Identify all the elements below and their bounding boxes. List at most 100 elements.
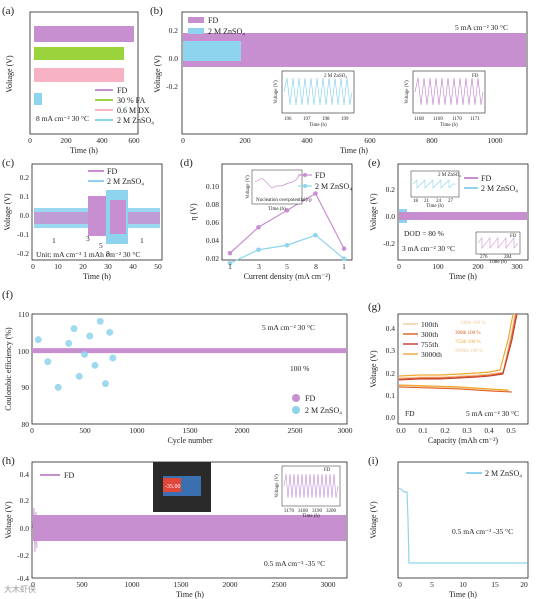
- condition-note: 5 mA cm⁻² 30 °C: [455, 23, 508, 32]
- panel-g: (g) 100th 300th 755th 3000th 100th 100 %…: [368, 301, 529, 445]
- legend-label: 2 M ZnSO₄: [107, 177, 144, 186]
- inset-note: Nucleation overpotential(η): [256, 198, 312, 203]
- condition-note: 5 mA cm⁻² 30 °C: [466, 409, 519, 418]
- x-tick-label: 10: [54, 262, 62, 271]
- data-point: [102, 380, 109, 388]
- zn-trace-band: [34, 93, 42, 105]
- panel-g-ce-labels: 100th 100 % 300th 100 % 755th 100 % 3000…: [455, 321, 486, 354]
- x-tick-label: 1500: [174, 580, 189, 589]
- x-tick-label: 0.1: [418, 426, 428, 435]
- y-tick-label: 0.1: [20, 192, 30, 201]
- x-tick-label: 0: [397, 262, 401, 271]
- panel-c-xticks: 0 10 20 30 40 50: [31, 262, 162, 271]
- panel-a-label: (a): [2, 5, 15, 17]
- y-tick-label: -0.2: [166, 82, 178, 91]
- x-tick-label: 2500: [288, 426, 303, 435]
- panel-g-legend: 100th 300th 755th 3000th: [403, 320, 442, 359]
- y-axis-label: Voltage (V): [369, 350, 378, 388]
- legend-label: 2 M ZnSO₄: [485, 469, 522, 478]
- x-tick-label: 1500: [183, 426, 198, 435]
- inset-x-tick: 199: [341, 117, 349, 122]
- x-axis-label: Time (h): [449, 272, 477, 281]
- panel-c-label: (c): [2, 157, 15, 169]
- data-point: [65, 339, 73, 347]
- inset-x-label: Time (h): [440, 123, 458, 128]
- data-point: [96, 317, 104, 325]
- y-tick-label: 0.0: [386, 413, 396, 422]
- panel-b-frame: [181, 11, 528, 135]
- inset-trace: [414, 77, 484, 106]
- legend-label: FD: [64, 471, 74, 480]
- data-point: [34, 336, 42, 344]
- x-tick-label: 200: [60, 136, 72, 145]
- panel-h-inset: FD 3170 3180 3190 3200 Time (h) Voltage …: [275, 465, 341, 519]
- curve-300th-discharge: [398, 386, 513, 393]
- x-tick-label: 0.4: [484, 426, 494, 435]
- data-point: [44, 358, 52, 366]
- inset-x-tick: 3180: [298, 509, 309, 514]
- x-tick-label: 1000: [130, 426, 145, 435]
- y-tick-label: -0.2: [17, 551, 29, 560]
- data-point: [86, 332, 94, 340]
- panel-b-legend: FD 2 M ZnSO₄: [188, 16, 245, 36]
- panel-g-yticks: 0.4 0.3 0.2 0.1 0.0: [386, 324, 396, 422]
- panel-b-inset-fd: FD 1168 1169 1170 1171 Time (h) Voltage …: [405, 70, 486, 128]
- inset-x-tick: 276: [480, 255, 488, 260]
- y-tick-label: 0.2: [20, 173, 30, 182]
- condition-note: 5 mA cm⁻² 30 °C: [262, 323, 315, 332]
- data-point: [341, 256, 347, 262]
- legend-marker-fd: [303, 173, 307, 177]
- x-tick-label: 0: [31, 580, 35, 589]
- data-point: [75, 372, 83, 380]
- legend-label: 755th: [421, 340, 438, 349]
- inset-trace: [477, 237, 519, 249]
- x-tick-label: 600: [364, 136, 376, 145]
- curve-100th-charge: [398, 313, 516, 379]
- legend-label: 3000th: [421, 350, 442, 359]
- inset-x-label: Time (h): [489, 260, 507, 265]
- x-axis-label: Current density (mA cm⁻²): [244, 272, 331, 281]
- x-tick-label: 100: [432, 262, 444, 271]
- data-point: [256, 224, 261, 230]
- panel-d: (d) Nucleation overpotential(η) Time (h)…: [180, 157, 353, 281]
- y-tick-label: -0.2: [17, 249, 29, 258]
- inset-x-tick: 284: [504, 255, 512, 260]
- legend-swatch-fd: [188, 17, 204, 23]
- x-tick-label: 0: [181, 136, 185, 145]
- fd-trace-band: [34, 26, 134, 42]
- condition-note: 3 mA cm⁻² 30 °C: [402, 244, 455, 253]
- legend-label: 0.6 M DX: [117, 106, 150, 115]
- panel-d-frame: [221, 163, 353, 261]
- x-tick-label: 0: [398, 580, 402, 589]
- panel-g-curves: [398, 313, 518, 393]
- inset-legend: 2 M ZnSO₄: [438, 173, 461, 178]
- panel-f-plot: [32, 317, 347, 391]
- y-tick-label: 0.4: [20, 470, 30, 479]
- panel-d-inset: Nucleation overpotential(η) Time (h) Vol…: [246, 169, 312, 212]
- x-tick-label: 3: [257, 262, 261, 271]
- x-tick-label: 20: [79, 262, 87, 271]
- x-tick-label: 0.5: [506, 426, 516, 435]
- x-tick-label: 0: [31, 262, 35, 271]
- x-tick-label: 400: [301, 136, 313, 145]
- inset-x-tick: 197: [303, 117, 311, 122]
- x-tick-label: 0: [30, 426, 34, 435]
- data-point: [227, 260, 233, 266]
- fa-trace-band: [34, 47, 124, 60]
- legend-marker-zn: [303, 184, 307, 188]
- inset-legend: FD: [324, 468, 331, 473]
- x-tick-label: 0.2: [440, 426, 450, 435]
- x-tick-label: 200: [472, 262, 484, 271]
- panel-d-plot: [227, 191, 347, 266]
- panel-c-step-labels: 1 3 5 8 1: [52, 234, 144, 258]
- panel-f-label: (f): [2, 289, 13, 301]
- data-point: [81, 350, 88, 358]
- data-point: [313, 232, 318, 238]
- y-axis-label: Coulombic efficiency (%): [4, 327, 13, 411]
- inset-frame: [410, 170, 460, 198]
- y-axis-label: Voltage (V): [153, 55, 162, 93]
- legend-label: FD: [117, 86, 127, 95]
- y-tick-label: 0.1: [386, 391, 396, 400]
- ce-label: 3000th 100 %: [455, 349, 483, 354]
- inset-x-tick: 3200: [326, 509, 337, 514]
